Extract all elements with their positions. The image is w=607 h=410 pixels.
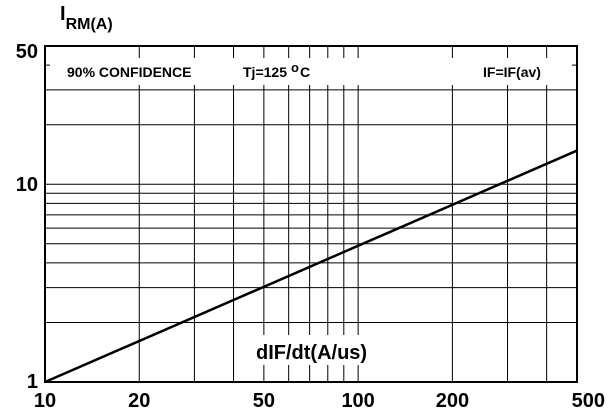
annotation-degree: o — [291, 60, 299, 75]
x-tick-label-10: 10 — [34, 390, 56, 410]
x-tick-label-200: 200 — [436, 390, 469, 410]
x-tick-label-50: 50 — [253, 390, 275, 410]
series-layer — [44, 149, 578, 384]
annotation-temperature-value: Tj=125 — [243, 64, 287, 80]
y-axis-label: IRM(A) — [60, 3, 113, 33]
y-tick-label-10: 10 — [16, 174, 38, 196]
y-axis-label-main: I — [60, 3, 66, 25]
x-tick-label-500: 500 — [572, 390, 605, 410]
y-tick-label-50: 50 — [16, 41, 38, 63]
annotation-temperature-unit: C — [300, 64, 310, 80]
annotation-bg — [50, 58, 572, 85]
annotation-confidence: 90% CONFIDENCE — [67, 64, 191, 80]
x-axis-label-bg — [250, 335, 410, 365]
x-tick-label-20: 20 — [128, 390, 150, 410]
y-tick-label-1: 1 — [27, 371, 38, 393]
annotation-condition: IF=IF(av) — [483, 64, 541, 80]
x-axis-label: dIF/dt(A/us) — [256, 342, 367, 364]
grid-lines — [45, 46, 577, 382]
plot-frame — [44, 45, 578, 383]
x-tick-label-100: 100 — [341, 390, 374, 410]
annotation-temperature: Tj=125 oC — [243, 60, 310, 80]
series-line-0 — [44, 149, 578, 384]
y-axis-label-sub: RM(A) — [66, 16, 113, 33]
